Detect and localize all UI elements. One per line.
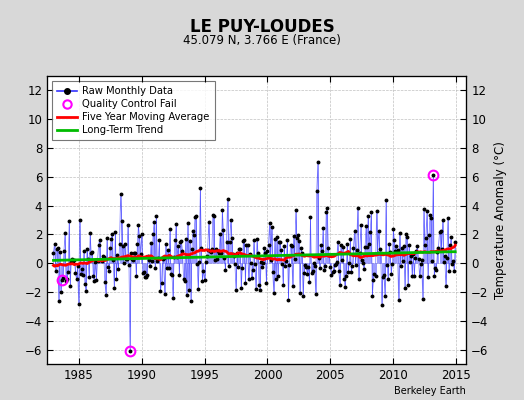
Legend: Raw Monthly Data, Quality Control Fail, Five Year Moving Average, Long-Term Tren: Raw Monthly Data, Quality Control Fail, …: [52, 81, 214, 140]
Y-axis label: Temperature Anomaly (°C): Temperature Anomaly (°C): [494, 141, 507, 299]
Text: 45.079 N, 3.766 E (France): 45.079 N, 3.766 E (France): [183, 34, 341, 47]
Text: Berkeley Earth: Berkeley Earth: [395, 386, 466, 396]
Text: LE PUY-LOUDES: LE PUY-LOUDES: [190, 18, 334, 36]
